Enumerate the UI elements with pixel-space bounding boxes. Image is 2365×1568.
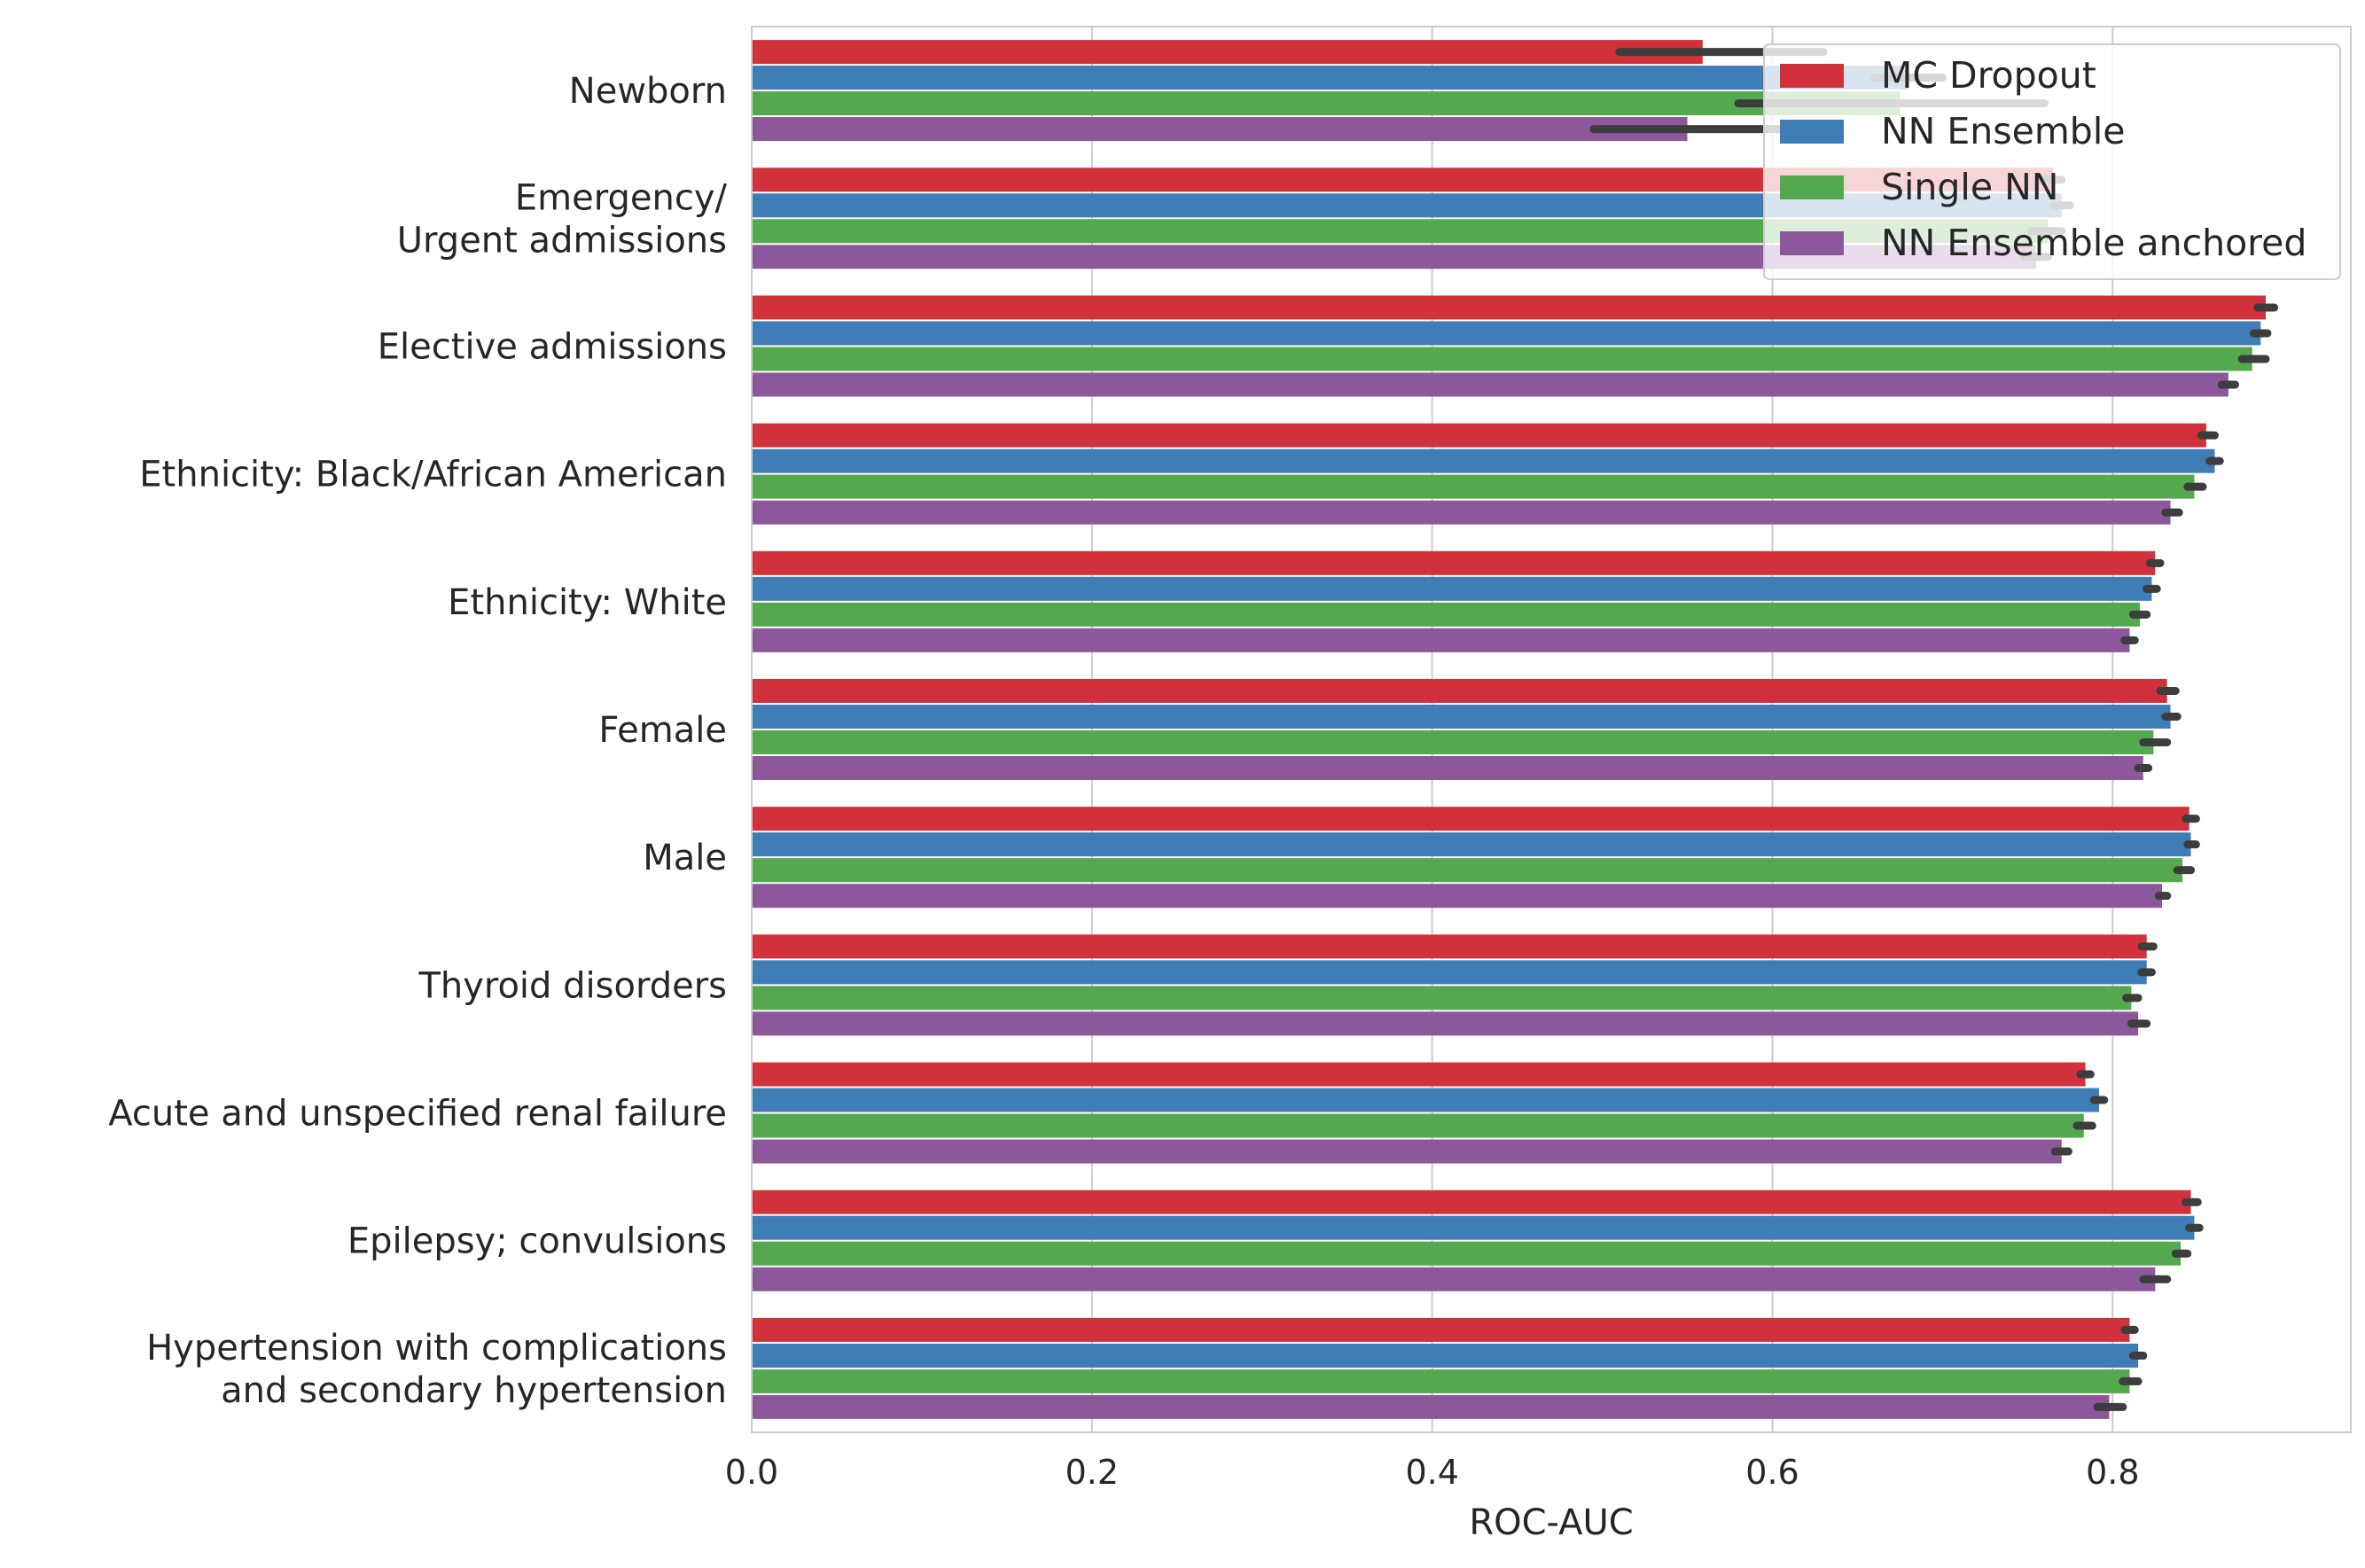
legend-swatch [1780,176,1844,199]
category-label: Urgent admissions [397,220,727,261]
bar [752,1215,2195,1240]
bar [752,1190,2191,1214]
x-tick-label: 0.4 [1405,1453,1458,1492]
bar [752,1088,2099,1112]
category-label: Emergency/ [515,177,728,218]
category-label: Ethnicity: White [448,582,727,623]
bar [752,1369,2130,1393]
legend-swatch [1780,231,1844,255]
x-tick-label: 0.0 [725,1453,778,1492]
legend-box [1763,43,2341,280]
bar [752,423,2206,448]
bar [752,679,2167,703]
bar [752,91,1901,116]
bar [752,295,2267,320]
x-tick-labels: 0.0 0.2 0.4 0.6 0.8 [725,1453,2140,1492]
bar [752,960,2147,985]
bar [752,1267,2156,1291]
bar [752,321,2261,346]
bar [752,1011,2139,1036]
bar [752,705,2171,729]
bar [752,1394,2110,1419]
bar [752,858,2183,883]
bar [752,1343,2139,1368]
category-label: Newborn [569,71,727,112]
plot-frame [751,26,2352,1433]
bar [752,500,2171,525]
x-axis-title: ROC-AUC [1469,1502,1633,1543]
bar [752,730,2154,754]
bar [752,807,2189,831]
bar [752,347,2252,371]
category-label: Male [643,838,727,878]
bar [752,576,2152,601]
bar [752,602,2141,627]
category-label: and secondary hypertension [221,1370,727,1411]
legend: MC Dropout NN Ensemble Single NN NN Ensembl… [1763,43,2341,280]
x-tick-label: 0.6 [1745,1453,1799,1492]
bar [752,117,1688,142]
bar [752,372,2228,397]
bar [752,1241,2182,1266]
bar [752,550,2156,575]
bar [752,832,2191,857]
bar [752,1139,2062,1164]
bar [752,756,2143,780]
category-label: Hypertension with complications [146,1328,727,1369]
category-label: Acute and unspecified renal failure [108,1094,727,1135]
legend-label: MC Dropout [1881,54,2096,97]
x-tick-label: 0.2 [1065,1453,1119,1492]
category-labels: Newborn Emergency/Urgent admissions Electi… [108,71,727,1411]
category-label: Thyroid disorders [418,965,727,1006]
bar [752,884,2162,909]
category-label: Epilepsy; convulsions [347,1221,727,1262]
legend-label: NN Ensemble [1881,110,2125,152]
legend-label: NN Ensemble anchored [1881,222,2306,264]
category-label: Ethnicity: Black/African American [139,455,727,495]
bar [752,474,2195,499]
bar [752,1062,2086,1087]
bar [752,66,1909,90]
bar [752,1317,2130,1342]
legend-swatch [1780,64,1844,88]
bar [752,40,1703,65]
bar [752,986,2132,1010]
category-label: Female [598,710,727,751]
bar [752,1113,2084,1138]
category-label: Elective admissions [378,326,727,367]
bar [752,934,2147,959]
bar [752,449,2215,473]
bar [752,628,2130,652]
legend-label: Single NN [1881,166,2058,208]
x-tick-label: 0.8 [2086,1453,2139,1492]
legend-swatch [1780,120,1844,144]
